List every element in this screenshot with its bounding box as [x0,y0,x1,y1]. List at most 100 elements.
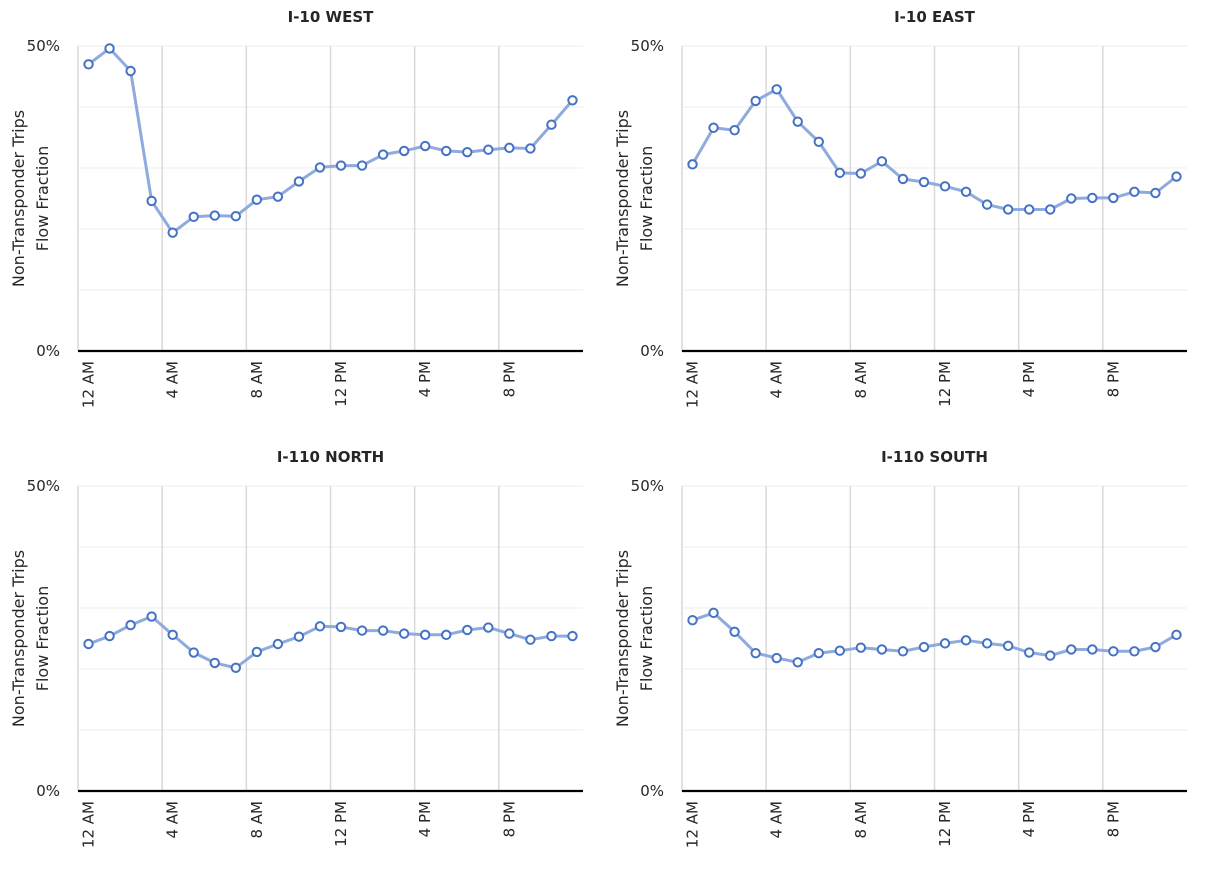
chart-svg: I-110 NORTH 50% 0% Non-Transponder Trips Flo… [9,448,583,848]
data-point [960,186,972,197]
data-point [567,630,578,642]
data-point [981,199,993,210]
y-tick-label: 0% [640,342,664,360]
data-point [750,647,761,659]
x-tick-label: 4 PM [416,361,434,397]
data-point [939,181,951,192]
y-tick-label: 0% [36,782,60,800]
data-point [272,191,284,202]
data-point [687,615,698,626]
data-point [897,173,909,185]
data-point [83,59,94,70]
data-point [981,638,993,649]
data-point [1087,192,1098,204]
data-point [525,634,536,645]
data-point [708,607,719,619]
y-tick-label: 0% [36,342,60,360]
data-point [125,619,136,631]
chart-title: I-110 NORTH [277,448,384,466]
x-tick-label: 4 PM [416,801,434,837]
x-tick-label: 4 AM [164,801,182,839]
x-tick-label: 8 PM [500,801,518,837]
data-point [251,646,263,658]
data-point [1002,640,1014,652]
data-point [1171,171,1182,182]
data-point [687,159,698,170]
chart-title: I-10 WEST [288,8,374,26]
x-tick-label: 8 AM [852,361,870,399]
y-axis-label: Non-Transponder Trips [9,110,28,287]
data-point [855,642,867,653]
data-point [209,657,220,669]
data-point [939,638,951,649]
x-tick-label: 8 AM [248,361,266,399]
y-tick-label: 50% [631,37,664,55]
y-tick-label: 50% [27,37,60,55]
y-tick-label: 50% [27,477,60,495]
data-point [792,116,803,127]
data-point [419,629,431,641]
data-point [813,647,824,659]
data-point [167,227,178,238]
data-point [441,629,452,641]
data-point [1150,187,1161,199]
data-point [356,160,368,171]
data-point [230,662,242,673]
data-point [1045,650,1056,661]
data-point [708,122,719,133]
x-tick-label: 4 AM [768,361,786,399]
data-point [209,210,220,221]
data-point [1023,647,1035,658]
data-point [188,211,199,223]
data-point [1066,644,1077,655]
data-point [335,621,347,633]
data-point [546,119,557,130]
y-axis-label: Flow Fraction [637,586,656,691]
x-tick-label: 12 PM [936,801,954,847]
chart-panel-i10-west: I-10 WEST 50% 0% Non-Transponder Trips Flow … [0,0,604,440]
data-point [335,160,347,171]
data-point [419,140,431,152]
y-axis-label: Non-Transponder Trips [613,110,632,287]
y-tick-label: 50% [631,477,664,495]
data-point [83,638,94,650]
data-point [314,621,326,632]
chart-svg: I-110 SOUTH 50% 0% Non-Transponder Trips Flo… [613,448,1187,848]
y-axis-label: Flow Fraction [33,586,52,691]
chart-panel-i10-east: I-10 EAST 50% 0% Non-Transponder Trips Flow … [604,0,1208,440]
data-point [1150,641,1161,653]
x-tick-label: 8 AM [248,801,266,839]
data-point [834,645,846,656]
data-point [462,146,473,158]
y-tick-label: 0% [640,782,664,800]
data-point [146,195,157,207]
data-point [1108,646,1119,657]
data-point [104,43,115,54]
chart-svg: I-10 WEST 50% 0% Non-Transponder Trips Flow … [9,8,583,408]
data-point [750,95,761,107]
data-point [771,84,782,95]
x-tick-label: 12 AM [80,361,98,408]
data-point [483,622,494,633]
data-point [834,167,846,179]
data-point [918,176,930,188]
x-tick-label: 8 PM [1104,801,1122,837]
data-point [1045,204,1056,215]
data-point [771,652,782,664]
data-point [462,624,473,636]
data-point [1171,629,1182,641]
data-point [356,625,368,636]
data-point [293,176,305,187]
x-tick-label: 8 AM [852,801,870,839]
data-point [1108,192,1119,204]
data-point [146,611,157,622]
data-point [1023,204,1035,215]
data-point [483,144,494,155]
x-tick-label: 12 AM [684,361,702,408]
data-point [377,625,389,636]
data-point [876,644,888,655]
data-point [729,626,740,637]
data-point [441,145,452,157]
chart-title: I-10 EAST [894,8,976,26]
data-point [1129,646,1140,657]
